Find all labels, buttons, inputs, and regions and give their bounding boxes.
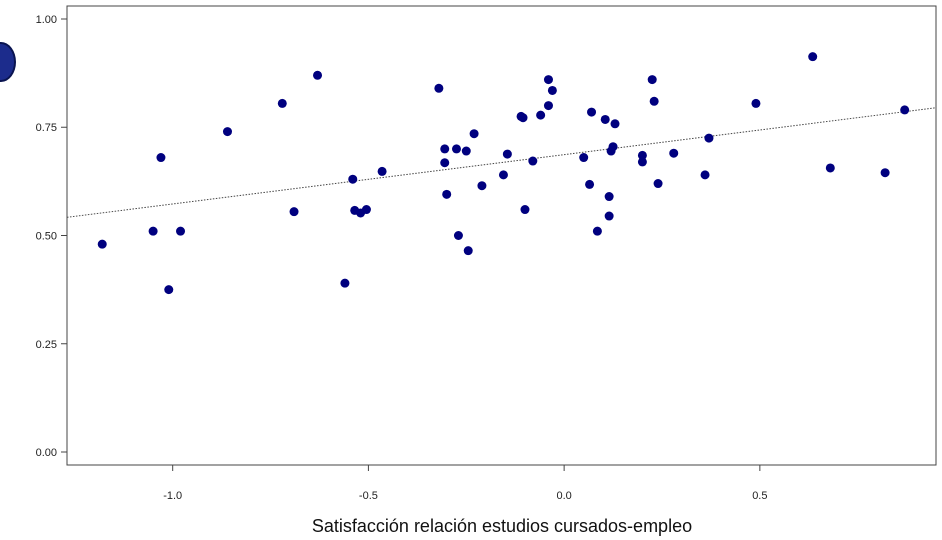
- data-point: [637, 157, 647, 167]
- data-point: [579, 153, 589, 163]
- data-point: [520, 205, 530, 215]
- x-tick-label: 0.0: [556, 490, 571, 502]
- x-tick-label: -1.0: [163, 490, 182, 502]
- y-tick-label: 0.75: [36, 122, 57, 134]
- data-point: [518, 113, 528, 123]
- data-point: [604, 192, 614, 202]
- data-point: [340, 278, 350, 288]
- data-point: [543, 101, 553, 111]
- data-point: [669, 148, 679, 158]
- y-tick-label: 0.50: [36, 231, 57, 243]
- data-point: [176, 226, 186, 236]
- data-point: [463, 246, 473, 256]
- data-point: [222, 127, 232, 137]
- data-point: [900, 105, 910, 115]
- y-tick-label: 0.25: [36, 339, 57, 351]
- y-tick-label: 1.00: [36, 14, 57, 26]
- data-point: [649, 96, 659, 106]
- data-point: [148, 226, 158, 236]
- data-point: [164, 285, 174, 295]
- data-point: [453, 231, 463, 240]
- data-point: [97, 239, 107, 249]
- data-point: [610, 119, 620, 129]
- data-point: [477, 181, 487, 191]
- data-point: [585, 179, 595, 189]
- data-point: [498, 170, 508, 180]
- y-axis: 0.00 0.25 0.50 0.75 1.00: [36, 14, 67, 459]
- data-point: [592, 226, 602, 236]
- data-point: [156, 153, 166, 163]
- data-points: [97, 52, 910, 295]
- data-point: [600, 114, 610, 124]
- data-point: [547, 85, 557, 95]
- data-point: [543, 75, 553, 85]
- data-point: [442, 189, 452, 199]
- data-point: [604, 211, 614, 221]
- data-point: [440, 158, 450, 168]
- x-axis: -1.0 -0.5 0.0 0.5: [163, 465, 767, 502]
- data-point: [377, 166, 387, 176]
- x-tick-label: -0.5: [359, 490, 378, 502]
- data-point: [637, 150, 647, 160]
- data-point: [880, 168, 890, 178]
- data-point: [825, 163, 835, 173]
- data-point: [700, 170, 710, 180]
- data-point: [608, 142, 618, 152]
- y-tick-label: 0.00: [36, 447, 57, 459]
- data-point: [653, 179, 663, 189]
- data-point: [587, 107, 597, 117]
- plot-frame: [66, 5, 937, 466]
- data-point: [440, 144, 450, 154]
- data-point: [361, 205, 371, 215]
- data-point: [502, 149, 512, 159]
- data-point: [751, 98, 761, 108]
- data-point: [277, 98, 287, 108]
- data-point: [647, 75, 657, 85]
- x-axis-title: Satisfacción relación estudios cursados-…: [312, 516, 692, 536]
- data-point: [528, 156, 538, 166]
- data-point: [313, 70, 323, 80]
- data-point: [348, 174, 358, 184]
- data-point: [451, 144, 461, 154]
- x-tick-label: 0.5: [752, 490, 767, 502]
- data-point: [704, 133, 714, 143]
- data-point: [536, 110, 546, 120]
- data-point: [289, 207, 299, 217]
- data-point: [808, 52, 818, 62]
- data-point: [461, 146, 471, 156]
- data-point: [434, 83, 444, 93]
- data-point: [469, 129, 479, 139]
- trend-line: [66, 107, 937, 218]
